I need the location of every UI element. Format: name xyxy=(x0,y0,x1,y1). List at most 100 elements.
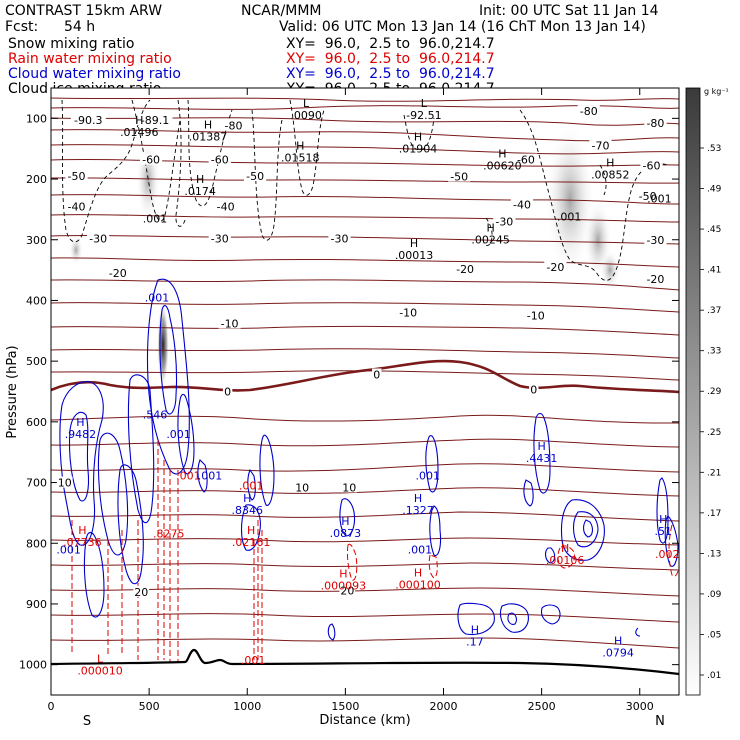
extremum-marker: H xyxy=(196,173,204,186)
temperature-label-bg xyxy=(328,232,351,244)
extremum-marker: H xyxy=(486,222,494,235)
extremum-marker: H xyxy=(341,515,349,528)
extremum-marker: H xyxy=(561,542,569,555)
contour-value-label: .001 xyxy=(143,213,168,226)
colorbar-tick-label: .29 xyxy=(707,387,722,397)
colorbar-tick-label: .09 xyxy=(707,590,722,600)
temperature-label: 0 xyxy=(373,369,380,382)
y-tick-label: 1000 xyxy=(19,659,47,672)
ground-surface-line xyxy=(51,648,679,676)
field-name-snow: Snow mixing ratio xyxy=(8,36,134,52)
temperature-label: -20 xyxy=(456,263,474,276)
extremum-marker: H xyxy=(76,416,84,429)
org-title: NCAR/MMM xyxy=(241,3,322,19)
contour-value-label: .001 xyxy=(241,654,266,667)
extremum-value: .01496 xyxy=(120,126,159,139)
plot-area xyxy=(51,88,679,695)
extremum-marker: H xyxy=(135,114,143,127)
temperature-label: -20 xyxy=(109,267,127,280)
x-end-south: S xyxy=(83,714,91,729)
extremum-value: .000093 xyxy=(321,580,367,593)
temperature-label: -10 xyxy=(399,307,417,320)
temperature-label-bg xyxy=(453,262,477,274)
temperature-label: 20 xyxy=(340,585,354,598)
y-tick-label: 700 xyxy=(26,477,47,490)
temperature-label-bg xyxy=(397,306,420,318)
temperature-label-bg xyxy=(222,119,245,131)
extremum-marker: H xyxy=(296,140,304,153)
temperature-label-bg xyxy=(529,383,539,395)
extremum-value: .000100 xyxy=(395,578,441,591)
temperature-label-bg xyxy=(106,267,129,279)
extremum-value: .51 xyxy=(655,525,673,538)
extremum-value: .0873 xyxy=(330,527,362,540)
temperature-label: -30 xyxy=(211,233,229,246)
rain-water-contours xyxy=(71,440,679,662)
temperature-label-bg xyxy=(514,153,538,165)
temperature-label: -40 xyxy=(217,200,235,213)
colorbar-tick-label: .05 xyxy=(707,630,721,640)
contour-value-label: .001 xyxy=(198,469,223,482)
temperature-label-bg xyxy=(644,233,667,245)
forecast-label: Fcst: xyxy=(5,19,38,35)
extremum-value: .1327 xyxy=(402,504,434,517)
valid-time: Valid: 06 UTC Mon 13 Jan 14 (16 ChT Mon … xyxy=(279,19,646,35)
x-tick-label: 3000 xyxy=(626,700,654,713)
colorbar-tick-label: .49 xyxy=(707,185,722,195)
temperature-label: -89.1 xyxy=(141,114,169,127)
y-tick-label: 500 xyxy=(26,355,47,368)
x-tick-label: 500 xyxy=(139,700,160,713)
extremum-value: .01904 xyxy=(399,143,438,156)
temperature-label: 0 xyxy=(530,384,537,397)
colorbar-tick-label: .41 xyxy=(707,266,721,276)
extremum-value: .01518 xyxy=(281,152,320,165)
temperature-label-bg xyxy=(65,170,88,182)
contour-value-label: .8275 xyxy=(153,528,185,541)
temperature-label-bg xyxy=(244,170,267,182)
field-xy-rain: XY= 96.0, 2.5 to 96.0,214.7 xyxy=(286,51,495,67)
temperature-label-bg xyxy=(448,170,471,182)
y-tick-label: 400 xyxy=(26,294,47,307)
contour-value-label: .001 xyxy=(408,543,433,556)
temperature-label: 10 xyxy=(342,481,356,494)
temperature-label: -30 xyxy=(331,233,349,246)
temperature-label: 0 xyxy=(224,386,231,399)
y-axis-title: Pressure (hPa) xyxy=(5,345,20,438)
y-tick-label: 200 xyxy=(26,173,47,186)
x-tick-label: 0 xyxy=(48,700,55,713)
y-tick-label: 800 xyxy=(26,537,47,550)
temperature-label: 10 xyxy=(295,481,309,494)
extremum-marker: L xyxy=(303,97,310,110)
temperature-label-bg xyxy=(372,368,382,380)
colorbar-tick-label: .13 xyxy=(707,549,721,559)
extremum-marker: H xyxy=(78,524,86,537)
y-tick-label: 100 xyxy=(26,112,47,125)
extremum-value: .00852 xyxy=(591,169,630,182)
contour-value-label: .001 xyxy=(166,428,191,441)
temperature-label: 10 xyxy=(58,477,72,490)
field-xy-cloud-water: XY= 96.0, 2.5 to 96.0,214.7 xyxy=(286,66,495,82)
field-name-cloud-water: Cloud water mixing ratio xyxy=(8,66,181,82)
temperature-label: -60 xyxy=(643,160,661,173)
extremum-value: .00245 xyxy=(471,234,510,247)
extremum-marker: H xyxy=(659,513,667,526)
extremum-value: .4431 xyxy=(526,452,558,465)
extremum-value: .17 xyxy=(466,636,484,649)
colorbar-tick-label: .25 xyxy=(707,428,721,438)
field-xy-snow: XY= 96.0, 2.5 to 96.0,214.7 xyxy=(286,36,495,52)
temperature-label: -60 xyxy=(517,154,535,167)
extremum-value: -92.51 xyxy=(406,109,441,122)
temperature-label: -50 xyxy=(639,190,657,203)
x-tick-label: 2500 xyxy=(528,700,556,713)
temperature-label: -10 xyxy=(221,318,239,331)
contour-value-label: .546 xyxy=(143,409,168,422)
colorbar-tick-label: .21 xyxy=(707,468,721,478)
temperature-label: -50 xyxy=(246,170,264,183)
temperature-label: -40 xyxy=(68,200,86,213)
temperature-label: -50 xyxy=(450,171,468,184)
temperature-label-bg xyxy=(493,215,516,227)
x-tick-label: 1500 xyxy=(331,700,359,713)
temperature-label: -60 xyxy=(142,154,160,167)
temperature-label: -80 xyxy=(580,105,598,118)
extremum-marker: H xyxy=(471,624,479,637)
